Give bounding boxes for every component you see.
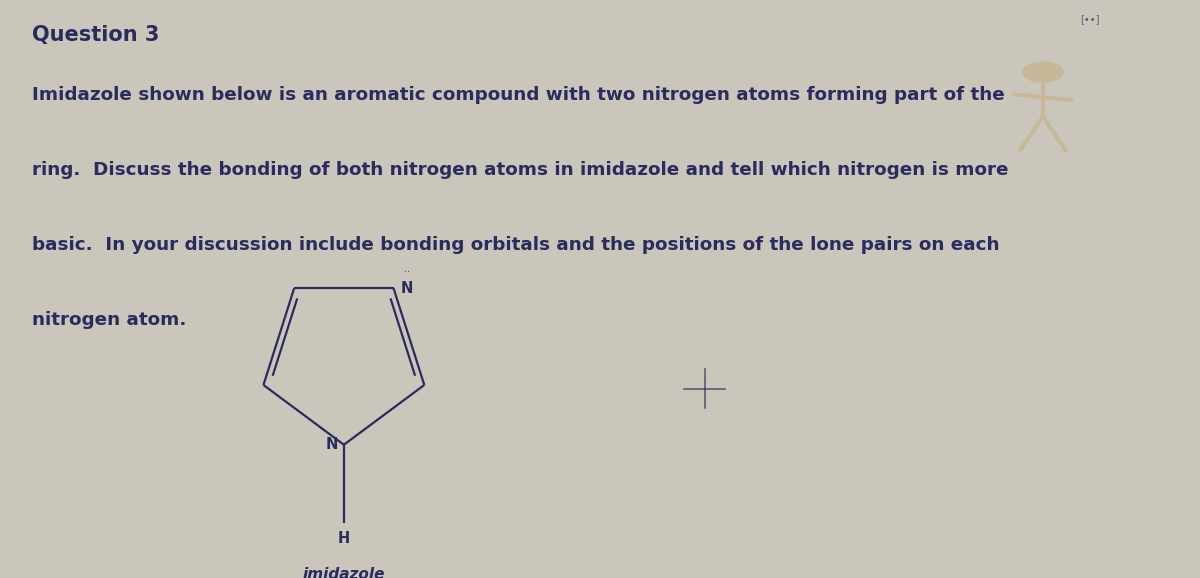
Text: N: N [325,437,337,452]
Text: N: N [401,281,413,296]
Text: ··: ·· [319,424,325,434]
Text: [••]: [••] [1080,14,1099,24]
Text: Question 3: Question 3 [31,25,158,45]
Text: H: H [337,531,350,546]
Text: basic.  In your discussion include bonding orbitals and the positions of the lon: basic. In your discussion include bondin… [31,236,1000,254]
Circle shape [1022,62,1063,82]
Text: ring.  Discuss the bonding of both nitrogen atoms in imidazole and tell which ni: ring. Discuss the bonding of both nitrog… [31,161,1008,179]
Text: Imidazole shown below is an aromatic compound with two nitrogen atoms forming pa: Imidazole shown below is an aromatic com… [31,86,1004,104]
Text: ··: ·· [404,266,410,277]
Text: imidazole: imidazole [302,567,385,578]
Text: nitrogen atom.: nitrogen atom. [31,311,186,329]
